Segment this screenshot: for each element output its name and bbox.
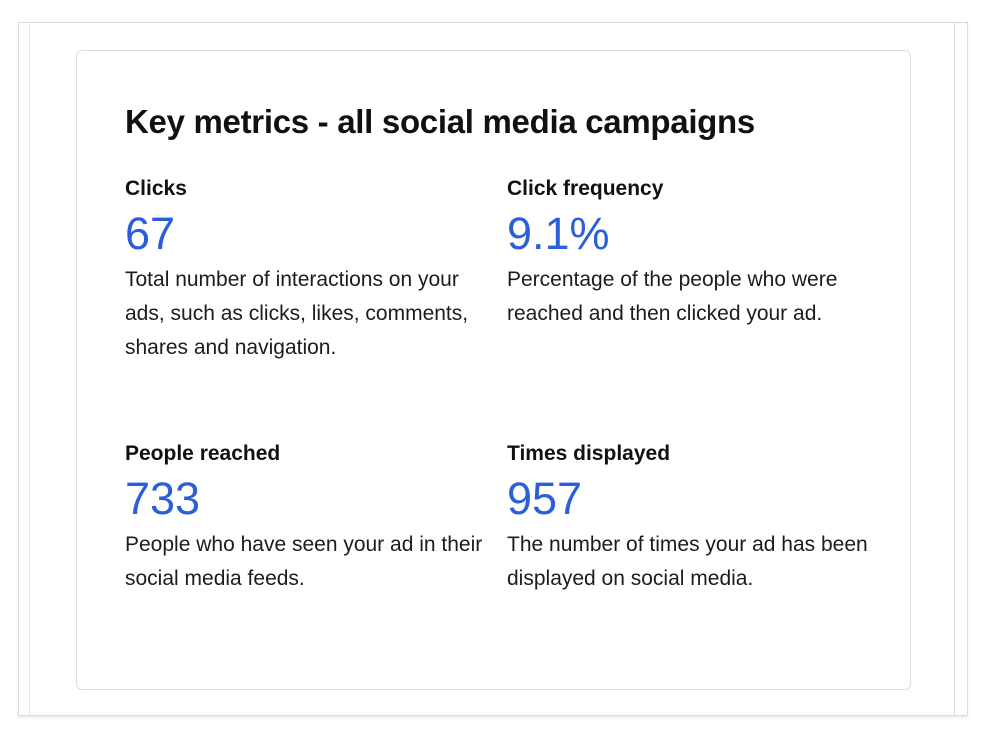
metric-description: People who have seen your ad in their so…	[125, 533, 483, 590]
content-frame: Key metrics - all social media campaigns…	[18, 22, 968, 716]
metric-people-reached: People reached 733 People who have seen …	[125, 440, 490, 596]
card-title: Key metrics - all social media campaigns	[125, 103, 755, 140]
metric-label: People reached	[125, 442, 281, 465]
key-metrics-card: Key metrics - all social media campaigns…	[76, 50, 911, 690]
scrollbar[interactable]	[954, 23, 967, 715]
metric-label: Clicks	[125, 177, 187, 200]
metric-times-displayed: Times displayed 957 The number of times …	[507, 440, 872, 596]
metric-value: 9.1%	[507, 208, 610, 259]
metric-label: Click frequency	[507, 177, 664, 200]
metric-value: 957	[507, 473, 583, 524]
metric-description: The number of times your ad has been dis…	[507, 533, 868, 590]
frame-divider	[29, 23, 30, 715]
metric-clicks: Clicks 67 Total number of interactions o…	[125, 175, 490, 365]
metric-value: 733	[125, 473, 201, 524]
metric-description: Percentage of the people who were reache…	[507, 268, 838, 325]
metric-label: Times displayed	[507, 442, 671, 465]
metric-description: Total number of interactions on your ads…	[125, 268, 469, 359]
metric-click-frequency: Click frequency 9.1% Percentage of the p…	[507, 175, 872, 331]
metric-value: 67	[125, 208, 176, 259]
